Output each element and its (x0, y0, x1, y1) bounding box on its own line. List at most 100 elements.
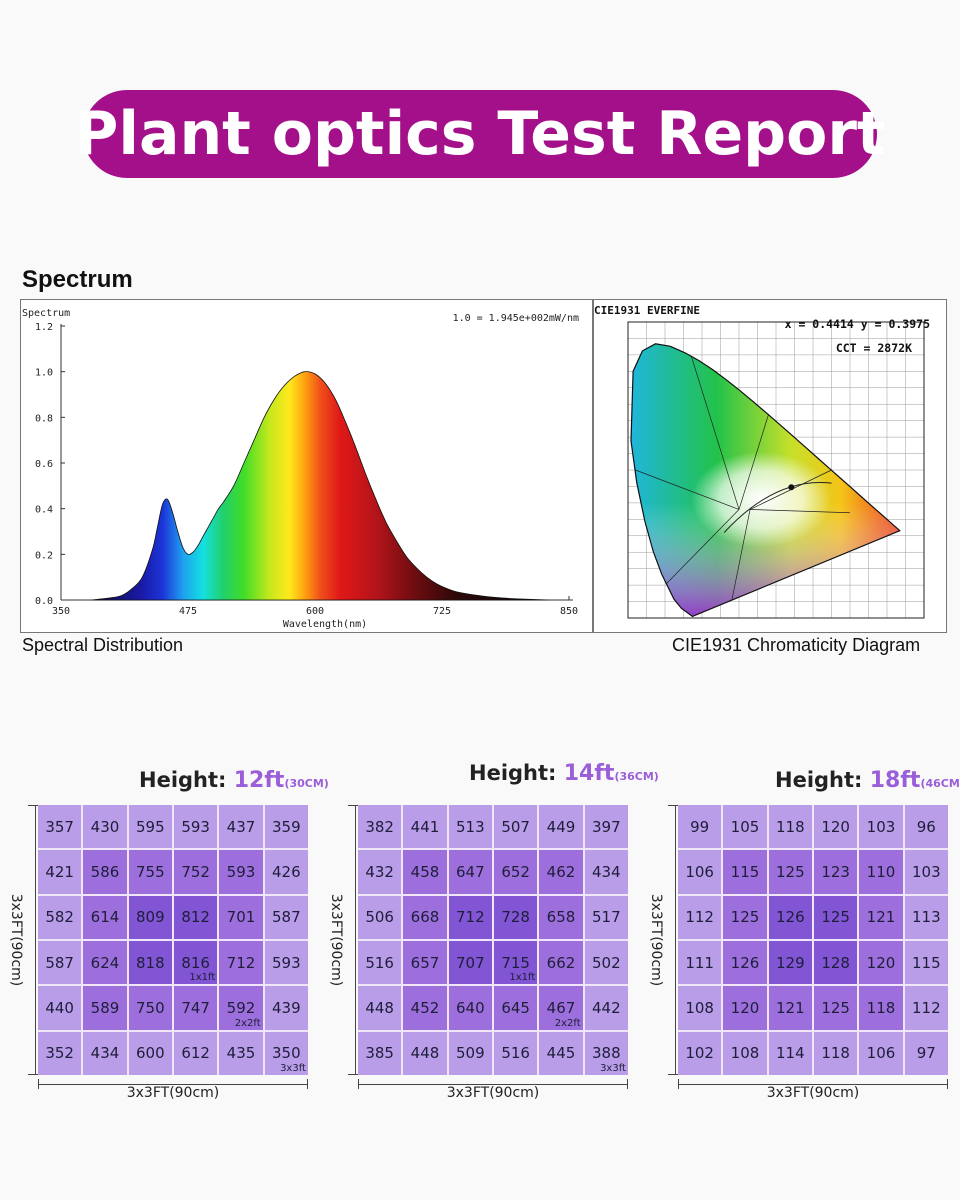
ppfd-cell: 582 (38, 895, 82, 939)
ppfd-cell: 624 (83, 940, 127, 985)
ppfd-value: 103 (866, 817, 896, 836)
ppfd-value: 816 (181, 953, 210, 972)
spectrum-area (91, 371, 549, 601)
ppfd-value: 125 (821, 908, 850, 927)
ppfd-cell: 432 (358, 850, 402, 894)
ppfd-cell: 121 (768, 986, 812, 1030)
ppfd-cell: 113 (904, 895, 948, 939)
ppfd-value: 120 (730, 998, 760, 1017)
ppfd-cell: 809 (128, 895, 172, 939)
ppfd-cell: 442 (584, 986, 628, 1030)
ppfd-cell: 437 (219, 805, 263, 849)
bottom-bracket-3 (678, 1079, 948, 1089)
ppfd-cell: 108 (723, 1031, 767, 1075)
ppfd-cell: 430 (83, 805, 127, 849)
ppfd-value: 359 (272, 817, 301, 836)
ppfd-value: 624 (90, 953, 120, 972)
side-label-2: 3x3FT(90cm) (328, 893, 344, 987)
ppfd-value: 118 (821, 1044, 850, 1063)
ppfd-value: 448 (410, 1044, 440, 1063)
side-bracket-1 (28, 805, 44, 1075)
ppfd-value: 432 (365, 862, 394, 881)
ppfd-cell: 516 (358, 940, 402, 985)
ppfd-value: 645 (501, 998, 530, 1017)
ppfd-value: 115 (730, 862, 760, 881)
spectrum-chart-title: Spectrum (22, 308, 70, 319)
ppfd-value: 118 (776, 817, 805, 836)
ppfd-value: 125 (821, 998, 850, 1017)
ppfd-value: 103 (912, 862, 941, 881)
ppfd-cell: 516 (493, 1031, 538, 1075)
ppfd-value: 593 (226, 862, 256, 881)
ppfd-value: 516 (365, 953, 394, 972)
zone-label: 1x1ft (509, 972, 536, 984)
ppfd-value: 449 (546, 817, 576, 836)
ppfd-value: 448 (365, 998, 394, 1017)
ppfd-value: 439 (272, 998, 301, 1017)
ppfd-cell: 668 (403, 895, 447, 939)
ppfd-cell: 509 (448, 1031, 492, 1075)
bottom-label-1: 3x3FT(90cm) (126, 1085, 220, 1101)
ppfd-value: 112 (912, 998, 941, 1017)
zone-label: 1x1ft (189, 972, 216, 984)
side-bracket-2 (348, 805, 364, 1075)
ppfd-value: 126 (730, 953, 760, 972)
ppfd-cell: 506 (358, 895, 402, 939)
ppfd-cell: 712 (219, 940, 263, 985)
ppfd-value: 595 (136, 817, 165, 836)
ppfd-cell: 448 (358, 986, 402, 1030)
ppfd-value: 385 (365, 1044, 394, 1063)
ppfd-cell: 359 (264, 805, 308, 849)
spectrum-heading: Spectrum (22, 266, 133, 293)
ppfd-value: 434 (90, 1044, 120, 1063)
height-label: Height: (775, 768, 863, 792)
ppfd-cell: 593 (264, 940, 308, 985)
ppfd-value: 658 (546, 908, 576, 927)
ppfd-value: 657 (410, 953, 440, 972)
ppfd-cell: 440 (38, 986, 82, 1030)
ppfd-value: 707 (456, 953, 485, 972)
ppfd-value: 421 (45, 862, 74, 881)
y-tick-label: 1.0 (35, 368, 53, 379)
ppfd-cell: 439 (264, 986, 308, 1030)
ppfd-cell: 382 (358, 805, 402, 849)
ppfd-value: 452 (410, 998, 440, 1017)
ppfd-cell: 452 (403, 986, 447, 1030)
ppfd-cell: 129 (768, 940, 812, 985)
ppfd-cell: 125 (723, 895, 767, 939)
cie-readout: x = 0.4414 y = 0.3975 (785, 317, 930, 331)
ppfd-value: 440 (45, 998, 74, 1017)
ppfd-cell: 426 (264, 850, 308, 894)
ppfd-value: 111 (685, 953, 714, 972)
height-cm: (36CM) (614, 770, 659, 783)
ppfd-value: 441 (410, 817, 440, 836)
ppfd-cell: 102 (678, 1031, 722, 1075)
ppfd-value: 120 (866, 953, 896, 972)
ppfd-value: 612 (181, 1044, 210, 1063)
ppfd-cell: 115 (904, 940, 948, 985)
ppfd-cell: 645 (493, 986, 538, 1030)
ppfd-value: 397 (592, 817, 621, 836)
measured-point (788, 484, 795, 491)
x-tick-label: 350 (52, 606, 70, 617)
ppfd-value: 434 (592, 862, 621, 881)
ppfd-cell: 707 (448, 940, 492, 985)
ppfd-cell: 467 2x2ft (539, 986, 583, 1030)
ppfd-cell: 350 3x3ft (264, 1031, 308, 1075)
height-value: 12ft (233, 768, 285, 793)
ppfd-value: 118 (866, 998, 896, 1017)
ppfd-value: 120 (821, 817, 850, 836)
height-label: Height: (139, 768, 227, 792)
ppfd-value: 614 (90, 908, 120, 927)
ppfd-cell: 445 (539, 1031, 583, 1075)
cie-chart: CIE1931 EVERFINE x = 0.4414 y = 0.3975 C… (594, 304, 930, 619)
ppfd-value: 382 (365, 817, 394, 836)
ppfd-value: 728 (501, 908, 530, 927)
ppfd-cell: 126 (768, 895, 812, 939)
ppfd-value: 818 (136, 953, 165, 972)
ppfd-value: 589 (90, 998, 120, 1017)
ppfd-value: 126 (776, 908, 805, 927)
ppfd-cell: 388 3x3ft (584, 1031, 628, 1075)
ppfd-value: 96 (916, 817, 936, 836)
ppfd-cell: 421 (38, 850, 82, 894)
